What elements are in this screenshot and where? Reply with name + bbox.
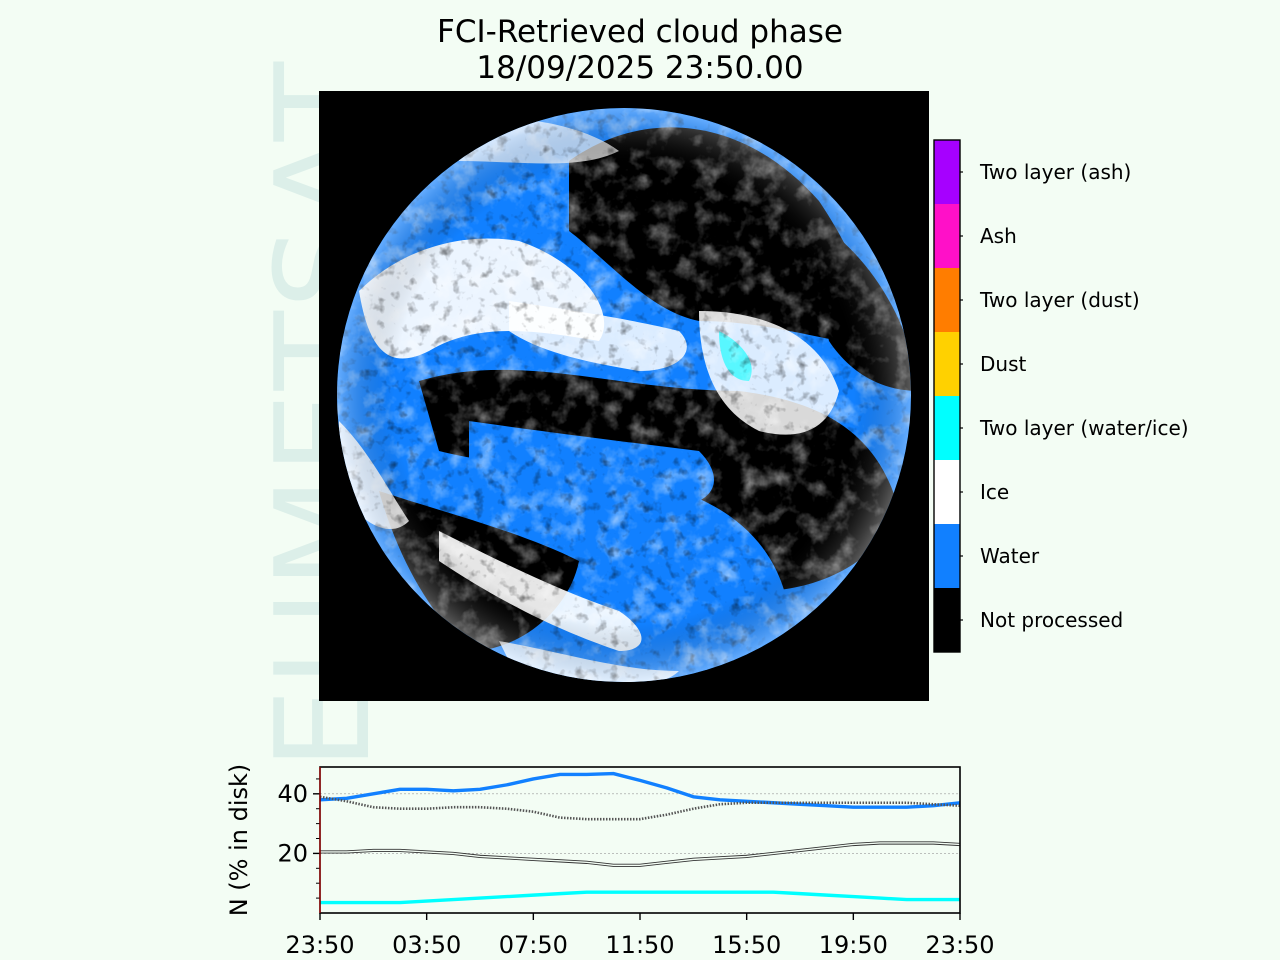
series-line-2 bbox=[320, 841, 961, 867]
series-line-1 bbox=[319, 795, 961, 821]
colorbar-swatch-4 bbox=[934, 396, 960, 460]
cloud-phase-field bbox=[337, 108, 911, 682]
x-tick-label: 23:50 bbox=[925, 931, 994, 959]
colorbar-swatch-7 bbox=[934, 588, 960, 652]
title-timestamp: 18/09/2025 23:50.00 bbox=[476, 50, 804, 86]
y-axis-label: N (% in disk) bbox=[225, 764, 253, 917]
full-disk-image-panel bbox=[319, 91, 929, 701]
x-tick-label: 03:50 bbox=[392, 931, 461, 959]
phase-colorbar bbox=[933, 139, 963, 653]
colorbar-label: Ice bbox=[980, 480, 1010, 504]
colorbar-swatch-0 bbox=[934, 140, 960, 204]
colorbar-swatch-3 bbox=[934, 332, 960, 396]
x-tick-label: 23:50 bbox=[285, 931, 354, 959]
title-product: FCI-Retrieved cloud phase bbox=[437, 14, 843, 50]
series-line-3 bbox=[320, 890, 960, 905]
colorbar-swatch-1 bbox=[934, 204, 960, 268]
gridlines bbox=[320, 793, 960, 854]
colorbar-label: Not processed bbox=[980, 608, 1124, 632]
colorbar-label: Water bbox=[980, 544, 1040, 568]
axes: 20 40 23:50 03:50 07:50 11:50 15:50 19:50 23:50 bbox=[277, 767, 995, 959]
series-lines bbox=[319, 771, 961, 905]
y-tick-label: 20 bbox=[277, 839, 308, 867]
x-tick-label: 15:50 bbox=[712, 931, 781, 959]
x-tick-label: 11:50 bbox=[605, 931, 674, 959]
colorbar-swatch-6 bbox=[934, 524, 960, 588]
colorbar-label: Two layer (water/ice) bbox=[980, 416, 1189, 440]
earth-disk bbox=[337, 108, 911, 682]
x-tick-label: 07:50 bbox=[499, 931, 568, 959]
colorbar-frame bbox=[933, 139, 961, 653]
colorbar-swatch-5 bbox=[934, 460, 960, 524]
colorbar-label: Dust bbox=[980, 352, 1027, 376]
chart-title: FCI-Retrieved cloud phase 18/09/2025 23:… bbox=[320, 14, 960, 86]
x-tick-label: 19:50 bbox=[819, 931, 888, 959]
colorbar-swatch-2 bbox=[934, 268, 960, 332]
colorbar-label: Ash bbox=[980, 224, 1017, 248]
colorbar-label: Two layer (dust) bbox=[980, 288, 1140, 312]
y-tick-label: 40 bbox=[277, 780, 308, 808]
colorbar-label: Two layer (ash) bbox=[980, 160, 1132, 184]
series-line-0 bbox=[319, 771, 961, 809]
series-line-2-inner bbox=[320, 842, 961, 867]
